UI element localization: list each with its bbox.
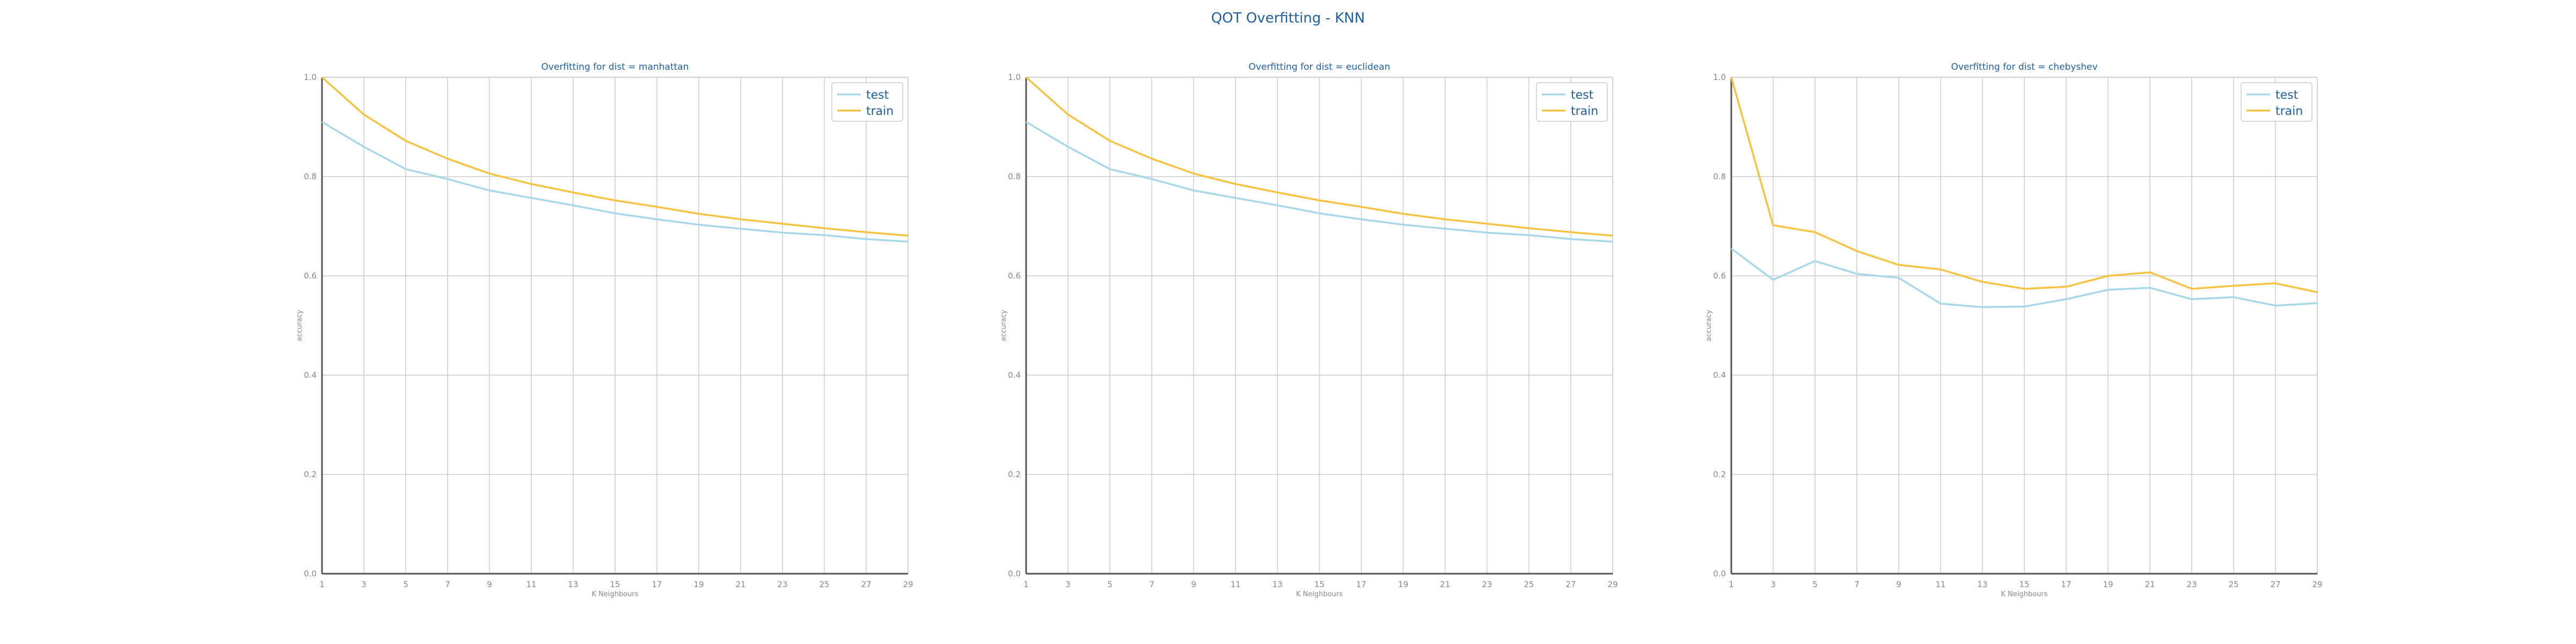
x-tick-label: 3 xyxy=(1770,580,1776,589)
figure-title: QOT Overfitting - KNN xyxy=(1211,10,1365,26)
y-tick-label: 0.6 xyxy=(1713,271,1726,281)
x-tick-label: 1 xyxy=(319,580,325,589)
x-tick-label: 15 xyxy=(1314,580,1324,589)
x-tick-label: 5 xyxy=(1107,580,1113,589)
legend-label: train xyxy=(1571,105,1598,118)
x-tick-label: 7 xyxy=(1854,580,1860,589)
y-axis-label: accuracy xyxy=(1705,310,1713,341)
y-tick-label: 0.6 xyxy=(1008,271,1021,281)
legend-label: train xyxy=(866,105,894,118)
x-tick-label: 25 xyxy=(1524,580,1534,589)
y-axis-label: accuracy xyxy=(1000,310,1008,341)
x-tick-label: 13 xyxy=(1272,580,1283,589)
series-line-test xyxy=(1730,247,2318,309)
x-axis-label: K Neighbours xyxy=(2001,590,2047,598)
x-tick-label: 15 xyxy=(2019,580,2029,589)
legend-label: train xyxy=(2275,105,2303,118)
legend-label: test xyxy=(2275,89,2299,102)
series-line-test xyxy=(321,121,909,243)
x-tick-label: 19 xyxy=(1398,580,1408,589)
series-line-train xyxy=(321,76,909,237)
x-tick-label: 3 xyxy=(1065,580,1071,589)
x-tick-label: 9 xyxy=(487,580,492,589)
y-tick-label: 0.4 xyxy=(1008,370,1021,380)
x-tick-label: 21 xyxy=(735,580,745,589)
x-tick-label: 19 xyxy=(693,580,704,589)
legend: test train xyxy=(831,82,903,122)
y-tick-label: 0.2 xyxy=(1008,470,1021,479)
x-tick-label: 23 xyxy=(1482,580,1492,589)
x-tick-label: 13 xyxy=(568,580,578,589)
x-tick-label: 17 xyxy=(1356,580,1366,589)
x-tick-label: 25 xyxy=(2228,580,2238,589)
chart-title: Overfitting for dist = euclidean xyxy=(1249,62,1391,72)
x-tick-label: 7 xyxy=(445,580,450,589)
x-tick-label: 23 xyxy=(2186,580,2197,589)
x-tick-label: 29 xyxy=(903,580,913,589)
legend-box xyxy=(831,82,903,122)
x-axis-label: K Neighbours xyxy=(591,590,638,598)
legend-label: test xyxy=(1571,89,1594,102)
y-tick-label: 1.0 xyxy=(1713,72,1726,82)
x-tick-label: 21 xyxy=(2145,580,2155,589)
x-tick-label: 11 xyxy=(1935,580,1945,589)
y-tick-label: 0.0 xyxy=(304,569,317,579)
x-tick-label: 5 xyxy=(403,580,408,589)
x-tick-label: 25 xyxy=(819,580,829,589)
y-tick-label: 0.0 xyxy=(1008,569,1021,579)
series-line-train xyxy=(1025,76,1613,237)
x-tick-label: 3 xyxy=(361,580,367,589)
x-tick-label: 11 xyxy=(1231,580,1241,589)
x-tick-label: 9 xyxy=(1191,580,1197,589)
y-tick-label: 0.4 xyxy=(1713,370,1726,380)
legend-box xyxy=(1536,82,1608,122)
y-tick-label: 1.0 xyxy=(1008,72,1021,82)
y-tick-label: 0.2 xyxy=(1713,470,1726,479)
y-tick-label: 0.0 xyxy=(1713,569,1726,579)
y-tick-label: 0.8 xyxy=(1713,172,1726,181)
x-tick-label: 5 xyxy=(1812,580,1818,589)
x-tick-label: 27 xyxy=(1565,580,1576,589)
x-tick-label: 29 xyxy=(1607,580,1618,589)
x-tick-label: 15 xyxy=(610,580,620,589)
legend: test train xyxy=(2241,82,2312,122)
x-tick-label: 1 xyxy=(1023,580,1029,589)
y-tick-label: 0.6 xyxy=(304,271,317,281)
y-tick-label: 0.8 xyxy=(304,172,317,181)
chart-title: Overfitting for dist = manhattan xyxy=(541,62,689,72)
x-tick-label: 9 xyxy=(1896,580,1901,589)
x-tick-label: 29 xyxy=(2312,580,2322,589)
x-tick-label: 7 xyxy=(1149,580,1154,589)
x-tick-label: 23 xyxy=(777,580,787,589)
x-tick-label: 13 xyxy=(1977,580,1987,589)
x-tick-label: 19 xyxy=(2103,580,2113,589)
y-tick-label: 0.8 xyxy=(1008,172,1021,181)
chart-title: Overfitting for dist = chebyshev xyxy=(1951,62,2097,72)
x-tick-label: 21 xyxy=(1440,580,1450,589)
x-tick-label: 27 xyxy=(2270,580,2280,589)
x-tick-label: 1 xyxy=(1729,580,1734,589)
y-tick-label: 0.4 xyxy=(304,370,317,380)
legend-box xyxy=(2241,82,2312,122)
series-line-test xyxy=(1026,121,1613,243)
x-axis-label: K Neighbours xyxy=(1296,590,1343,598)
x-tick-label: 17 xyxy=(652,580,662,589)
y-tick-label: 1.0 xyxy=(304,72,317,82)
y-tick-label: 0.2 xyxy=(304,470,317,479)
y-axis-label: accuracy xyxy=(296,310,304,341)
legend-label: test xyxy=(866,89,889,102)
x-tick-label: 17 xyxy=(2061,580,2071,589)
series-line-train xyxy=(1730,77,2318,294)
legend: test train xyxy=(1536,82,1608,122)
x-tick-label: 11 xyxy=(526,580,536,589)
x-tick-label: 27 xyxy=(861,580,871,589)
